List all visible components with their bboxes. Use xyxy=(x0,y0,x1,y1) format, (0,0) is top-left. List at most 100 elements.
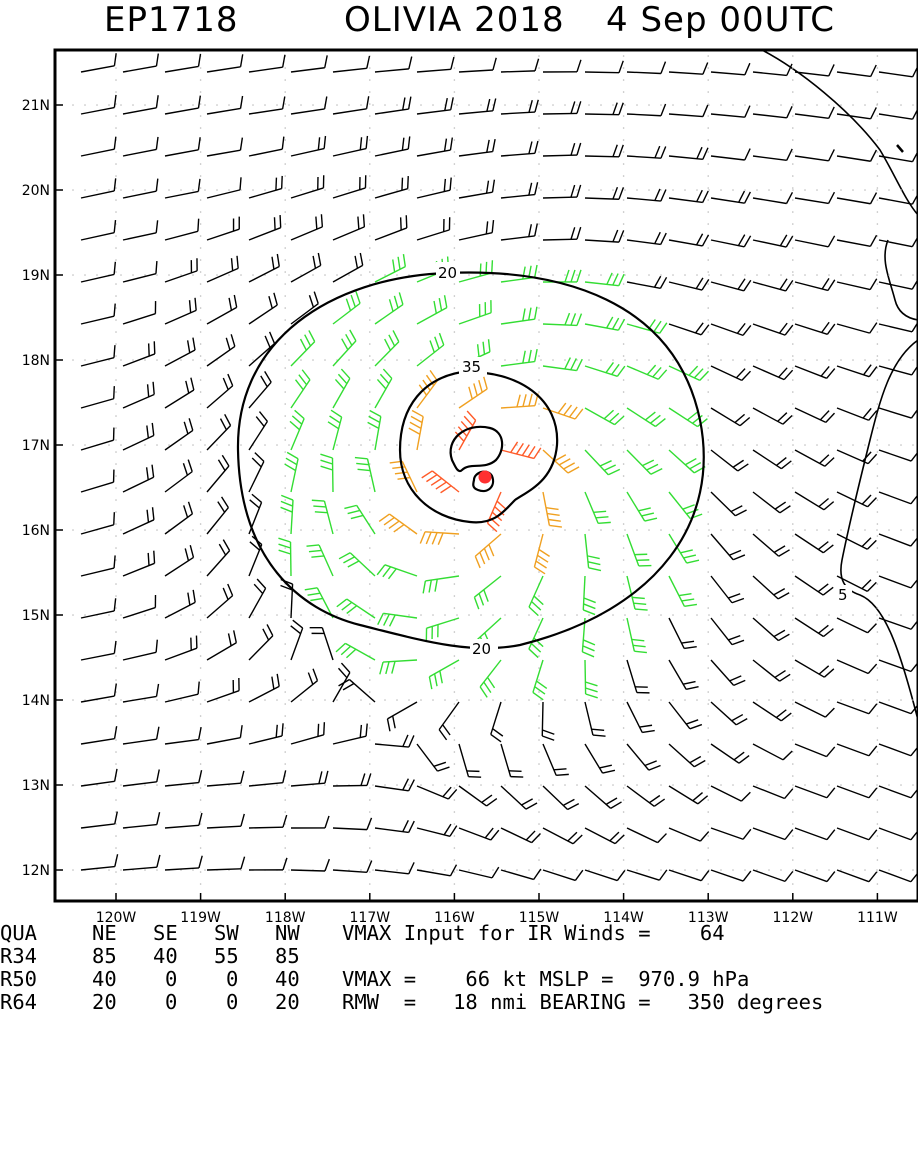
wind-barb xyxy=(753,786,793,798)
wind-barb xyxy=(669,534,699,563)
wind-barb xyxy=(123,179,158,198)
wind-barb xyxy=(249,137,284,156)
wind-barb xyxy=(459,744,481,777)
wind-barb xyxy=(377,565,417,579)
wind-barb xyxy=(417,786,457,799)
wind-barb xyxy=(207,725,242,744)
wind-barb xyxy=(711,786,750,801)
wind-barb xyxy=(409,410,423,450)
wind-barb xyxy=(390,461,417,492)
wind-barb xyxy=(207,177,241,198)
wind-barbs xyxy=(81,53,918,881)
wind-barb xyxy=(249,579,266,618)
wind-barb xyxy=(879,278,918,289)
lon-tick-label: 112W xyxy=(773,910,814,922)
wind-barb xyxy=(207,584,233,618)
wind-barb xyxy=(837,786,877,798)
wind-barb xyxy=(333,773,371,786)
wind-barb xyxy=(336,643,375,660)
wind-barb xyxy=(753,64,792,76)
se-header: SE xyxy=(153,922,178,945)
wind-barb xyxy=(81,95,116,114)
wind-barb xyxy=(333,253,363,282)
wind-barb xyxy=(368,411,381,450)
wind-barb xyxy=(375,97,411,114)
wind-barb xyxy=(669,744,705,767)
wind-barb xyxy=(879,576,918,588)
wind-barb xyxy=(81,137,116,156)
wind-barb xyxy=(123,261,157,282)
wind-barb xyxy=(165,856,202,870)
wind-barb xyxy=(533,660,547,700)
wind-barb xyxy=(123,769,159,786)
wind-barb xyxy=(207,256,238,282)
wind-barb xyxy=(310,628,333,660)
wind-barb xyxy=(285,452,298,492)
wind-barb xyxy=(585,534,601,571)
wind-contours xyxy=(238,273,704,649)
wind-barb xyxy=(627,104,666,116)
wind-barb xyxy=(669,702,702,729)
wind-barb xyxy=(879,828,918,840)
radii-row-r50: R50 40 0 0 40 VMAX = 66 kt MSLP = 970.9 … xyxy=(0,968,49,991)
wind-barb xyxy=(627,618,647,653)
wind-barb xyxy=(501,744,523,777)
wind-barb xyxy=(249,96,285,114)
wind-barb xyxy=(753,323,793,335)
wind-barb xyxy=(711,106,750,118)
vmax-mslp-line: VMAX = 66 kt MSLP = 970.9 hPa xyxy=(342,968,749,991)
wind-barb xyxy=(753,366,793,380)
wind-barb xyxy=(543,185,581,198)
contour-inner xyxy=(451,427,503,471)
wind-barb xyxy=(669,576,697,606)
wind-barb xyxy=(207,814,244,828)
wind-barb xyxy=(459,98,496,114)
wind-barb xyxy=(753,828,793,840)
wind-barb xyxy=(123,54,158,72)
wind-barb xyxy=(123,465,154,492)
wind-barb xyxy=(837,408,877,420)
wind-barb xyxy=(669,660,699,689)
wind-barb xyxy=(123,551,155,576)
wind-barb xyxy=(278,538,291,576)
lat-tick-label: 15N xyxy=(22,608,50,624)
wind-barb xyxy=(81,641,116,660)
r34-label: R34 xyxy=(0,945,37,968)
wind-barb xyxy=(585,660,598,698)
radii-row-r34: R34 85 40 55 85 xyxy=(0,945,49,968)
wind-barb xyxy=(711,870,751,881)
wind-barb xyxy=(753,534,790,556)
wind-barb xyxy=(459,300,491,324)
wind-barb xyxy=(417,217,450,240)
wind-barb xyxy=(81,769,117,786)
wind-barb xyxy=(585,145,623,157)
r64-se: 0 xyxy=(165,991,177,1014)
wind-barb xyxy=(375,330,399,366)
wind-barb xyxy=(879,534,918,546)
wind-barb xyxy=(207,96,243,114)
wind-barb xyxy=(375,215,407,240)
r64-nw: 20 xyxy=(275,991,300,1014)
wind-barb xyxy=(795,492,834,510)
wind-barb xyxy=(333,56,369,72)
wind-barb xyxy=(249,624,273,660)
wind-barb xyxy=(333,818,372,830)
wind-barb xyxy=(475,534,501,568)
wind-barb xyxy=(375,57,412,72)
wind-barb xyxy=(81,470,114,492)
wind-barb xyxy=(837,365,877,377)
wind-barb xyxy=(491,702,503,742)
wind-barb xyxy=(422,471,459,493)
wind-barb xyxy=(333,663,350,702)
radii-header-row: QUA NE SE SW NW VMAX Input for IR Winds … xyxy=(0,922,49,945)
wind-barb xyxy=(459,828,499,840)
wind-barb xyxy=(429,660,459,689)
wind-barb xyxy=(290,410,304,450)
wind-barb xyxy=(669,323,709,335)
wind-barb xyxy=(459,180,494,198)
wind-barb xyxy=(795,192,834,203)
wind-barb xyxy=(375,820,414,832)
wind-barb xyxy=(207,678,239,702)
wind-barb xyxy=(585,61,623,73)
wind-barb xyxy=(795,744,835,757)
